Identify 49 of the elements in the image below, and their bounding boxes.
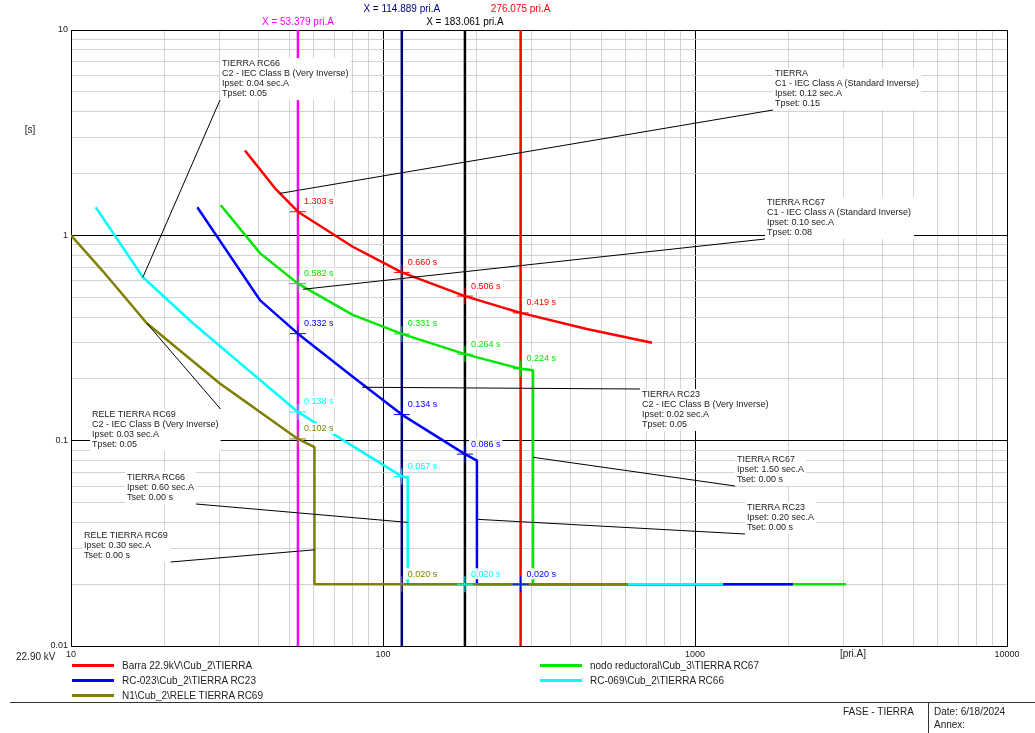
data-label: 0.020 s	[470, 568, 501, 579]
ref-line-label: X = 53.379 pri.A	[261, 16, 335, 27]
data-label: 0.264 s	[470, 338, 501, 349]
text: Annex:	[934, 719, 966, 730]
annotation: TIERRA RC23 C2 - IEC Class B (Very Inverse) Ipset: 0.02 sec.A Tpset: 0.05	[642, 388, 769, 429]
y-tick-label: 0.01	[50, 640, 68, 651]
legend-label: RC-023\Cub_2\TIERRA RC23	[122, 675, 256, 686]
legend-label: RC-069\Cub_2\TIERRA RC66	[590, 675, 724, 686]
annotation: TIERRA RC67 Ipset: 1.50 sec.A Tset: 0.00 s	[737, 453, 805, 484]
legend-label: N1\Cub_2\RELE TIERRA RC69	[122, 690, 263, 701]
text: FASE - TIERRA	[843, 706, 914, 717]
x-tick-label: 1000	[684, 648, 706, 659]
ref-line-label: 276.075 pri.A	[490, 3, 551, 14]
annotation: TIERRA RC23 Ipset: 0.20 sec.A Tset: 0.00 s	[747, 501, 815, 532]
data-label: 0.331 s	[407, 318, 438, 329]
y-tick-label: 0.1	[55, 435, 68, 446]
ref-line-label: X = 114.889 pri.A	[363, 3, 441, 14]
x-tick-label: 10	[65, 648, 77, 659]
annotation: TIERRA RC66 Ipset: 0.60 sec.A Tset: 0.00 s	[127, 471, 195, 502]
data-label: 0.332 s	[303, 318, 334, 329]
annotation: TIERRA C1 - IEC Class A (Standard Inverse) Ipset: 0.12 sec.A Tpset: 0.15	[775, 67, 920, 108]
text: Date: 6/18/2024	[934, 706, 1006, 717]
data-label: 0.138 s	[303, 396, 334, 407]
data-label: 0.134 s	[407, 399, 438, 410]
annotation: RELE TIERRA RC69 Ipset: 0.30 sec.A Tset: 0.00 s	[84, 529, 168, 560]
data-label: 0.020 s	[407, 568, 438, 579]
x-tick-label: 100	[375, 648, 391, 659]
data-label: 0.224 s	[526, 353, 557, 364]
legend-label: Barra 22.9kV\Cub_2\TIERRA	[122, 660, 253, 671]
y-axis-title: [s]	[24, 123, 36, 135]
data-label: 0.660 s	[407, 256, 438, 267]
data-label: 0.102 s	[303, 423, 334, 434]
ref-line-label: X = 183.061 pri.A	[426, 16, 505, 27]
data-label: 0.020 s	[526, 568, 557, 579]
data-label: 0.506 s	[470, 280, 501, 291]
annotation: RELE TIERRA RC69 C2 - IEC Class B (Very Inverse) Ipset: 0.03 sec.A Tpset: 0.05	[92, 408, 219, 449]
legend-label: nodo reductoral\Cub_3\TIERRA RC67	[590, 660, 759, 671]
data-label: 1.303 s	[303, 196, 334, 207]
text: 22.90 kV	[16, 651, 56, 662]
data-label: 0.067 s	[407, 460, 438, 471]
data-label: 0.419 s	[526, 297, 557, 308]
y-tick-label: 10	[57, 24, 68, 35]
annotation: TIERRA RC67 C1 - IEC Class A (Standard Inverse) Ipset: 0.10 sec.A Tpset: 0.08	[767, 196, 912, 237]
data-label: 0.582 s	[303, 268, 334, 279]
y-tick-label: 1	[62, 229, 68, 240]
data-label: 0.086 s	[470, 438, 501, 449]
annotation: TIERRA RC66 C2 - IEC Class B (Very Inverse) Ipset: 0.04 sec.A Tpset: 0.05	[222, 57, 349, 98]
x-axis-title: [pri.A]	[839, 647, 867, 659]
x-tick-label: 10000	[994, 648, 1020, 659]
